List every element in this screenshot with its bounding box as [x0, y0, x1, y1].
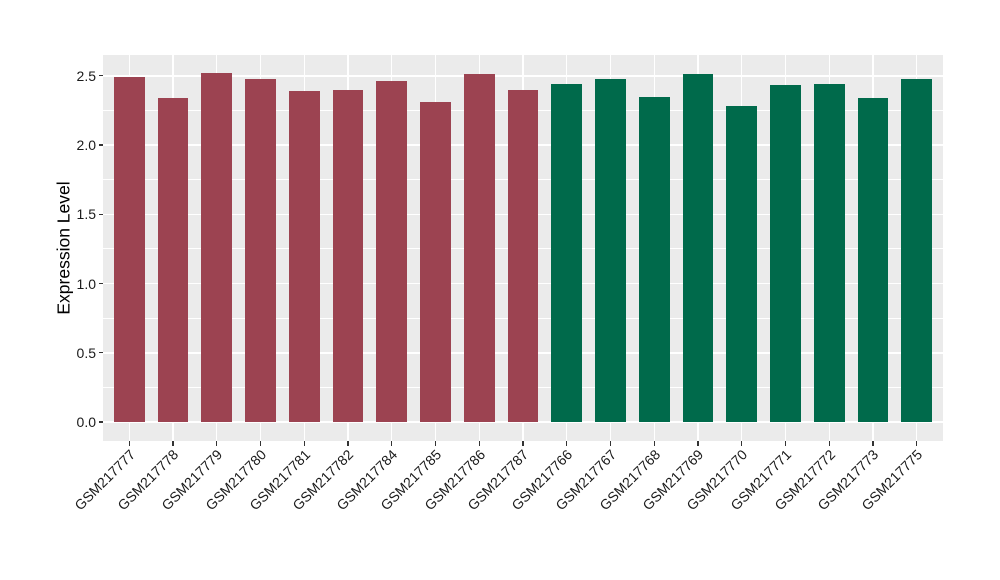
- bar-GSM217771: [770, 85, 801, 422]
- x-axis-tick-mark: [391, 441, 393, 446]
- bar-GSM217787: [507, 89, 539, 422]
- bar-GSM217773: [857, 97, 889, 422]
- bar-GSM217766: [551, 84, 583, 422]
- x-axis-tick-mark: [347, 441, 349, 446]
- bar-GSM217782: [332, 89, 364, 422]
- y-axis-tick-mark: [98, 75, 103, 77]
- x-axis-tick-mark: [434, 441, 437, 446]
- bar-GSM217781: [288, 90, 320, 422]
- y-axis-tick-mark: [98, 144, 103, 146]
- y-axis-tick-label: 2.5: [76, 67, 96, 84]
- x-axis-tick-mark: [609, 441, 612, 446]
- y-axis-tick-mark: [98, 282, 103, 285]
- y-axis-tick-label: 0.5: [76, 344, 96, 361]
- x-axis-tick-mark: [128, 441, 130, 446]
- x-axis-tick-mark: [784, 441, 787, 446]
- bar-GSM217770: [726, 106, 758, 422]
- bar-GSM217785: [420, 102, 451, 422]
- x-axis-tick-mark: [216, 441, 218, 446]
- x-axis-tick-mark: [697, 441, 699, 446]
- bar-GSM217775: [901, 78, 933, 422]
- x-axis-tick-mark: [172, 441, 174, 446]
- bar-GSM217786: [463, 74, 495, 422]
- y-axis-tick-label: 0.0: [76, 414, 96, 430]
- y-axis-title: Expression Level: [53, 181, 74, 315]
- bar-GSM217768: [638, 96, 670, 422]
- y-axis-tick-mark: [98, 421, 103, 423]
- bar-GSM217778: [157, 97, 189, 422]
- bar-GSM217784: [376, 81, 408, 422]
- x-axis-tick-mark: [653, 441, 655, 446]
- x-axis-tick-mark: [522, 441, 524, 446]
- bar-GSM217780: [245, 78, 276, 422]
- bar-GSM217769: [682, 74, 714, 422]
- y-axis-tick-label: 1.5: [76, 206, 96, 223]
- y-axis-tick-mark: [98, 213, 103, 215]
- x-axis-tick-mark: [916, 441, 918, 446]
- bar-GSM217772: [813, 84, 845, 422]
- y-axis-tick-mark: [98, 352, 103, 354]
- x-axis-tick-mark: [259, 441, 262, 446]
- plot-panel: [103, 55, 943, 441]
- x-axis-tick-mark: [872, 441, 874, 446]
- bar-GSM217779: [201, 72, 233, 422]
- y-axis-tick-label: 1.0: [76, 275, 96, 292]
- y-axis-tick-label: 2.0: [76, 137, 96, 153]
- bar-GSM217777: [113, 77, 145, 422]
- x-axis-tick-mark: [303, 441, 305, 446]
- x-axis-tick-mark: [566, 441, 568, 446]
- x-axis-tick-mark: [828, 441, 830, 446]
- x-axis-tick-mark: [478, 441, 480, 446]
- x-axis-tick-mark: [741, 441, 743, 446]
- bar-GSM217767: [595, 78, 626, 422]
